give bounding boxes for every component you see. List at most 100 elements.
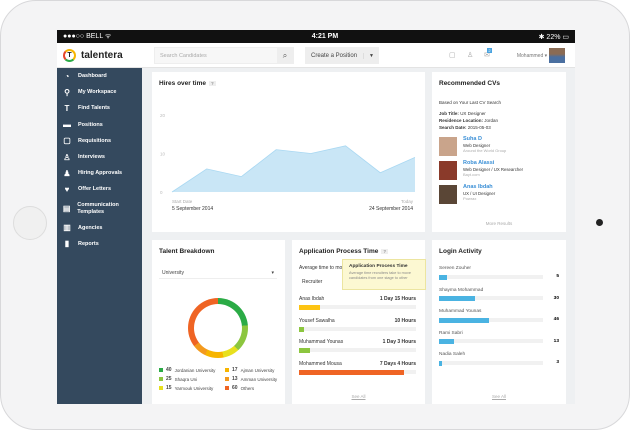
activity-bar [439, 317, 489, 323]
help-icon[interactable]: ? [208, 80, 216, 86]
sidebar-item-positions[interactable]: ▬ Positions [57, 117, 142, 133]
sidebar: ◔ Dashboard ⚲ My Workspace T Find Talents ▬ Pos… [57, 68, 142, 404]
create-position-button[interactable]: Create a Position ▼ [305, 47, 379, 64]
sidebar-item-label: Positions [78, 121, 103, 128]
recruiter-name: Mohammed Mousa [299, 360, 342, 367]
user-icon[interactable]: ♙ [467, 52, 474, 59]
activity-track [439, 274, 543, 280]
search-icon[interactable]: ⌕ [277, 48, 293, 63]
legend-label: Yarmouk University [174, 385, 214, 391]
agencies-icon: ▥ [63, 223, 71, 233]
camera-icon [596, 219, 603, 226]
intro: Based on Your Last CV Search [439, 100, 502, 105]
tooltip-title: Application Process Time [349, 264, 408, 269]
sidebar-item-dashboard[interactable]: ◔ Dashboard [57, 68, 142, 84]
cv-list-item[interactable]: Roba Alassi Web Designer / UX Researcher B… [439, 160, 564, 185]
breakdown-select[interactable]: University ▾ [159, 267, 277, 279]
recruiter-row: Mohammed Mousa 7 Days 4 Hours [299, 361, 416, 383]
end-date: 24 September 2014 [369, 206, 413, 212]
progress-track [299, 305, 416, 310]
login-row: Nadia Saleh 3 [439, 352, 559, 374]
sidebar-item-find-talents[interactable]: T Find Talents [57, 100, 142, 116]
legend-swatch [225, 386, 229, 390]
see-all-link[interactable]: See All [491, 394, 506, 399]
candidate-name[interactable]: Roba Alassi [463, 160, 495, 166]
recruiter-row: Muhammad Younas 1 Day 3 Hours [299, 339, 416, 361]
candidate-name[interactable]: Suha D [463, 136, 482, 142]
search-input[interactable]: Search Candidates ⌕ [154, 47, 294, 64]
screen: ●●●○○ BELL ᯤ 4:21 PM ✱ 22% ▭ T talentera… [57, 30, 575, 404]
status-bar: ●●●○○ BELL ᯤ 4:21 PM ✱ 22% ▭ [57, 30, 575, 43]
legend-count: 13 [232, 376, 238, 382]
activity-track [439, 339, 543, 345]
sidebar-item-requisitions[interactable]: ▢ Requisitions [57, 133, 142, 149]
process-time: 7 Days 4 Hours [379, 360, 416, 367]
sidebar-item-label: Offer Letters [78, 186, 112, 193]
recruiter-name: Muhammad Younas [299, 339, 344, 345]
bookmark-icon[interactable]: ▢ [449, 52, 456, 59]
legend-label: Amman University [240, 376, 278, 382]
sidebar-item-label: Communication Templates [77, 201, 119, 215]
candidate-role: Web Designer / UX Researcher [463, 166, 524, 172]
legend-label: Ajman University [240, 367, 275, 373]
talent-breakdown-card: Talent Breakdown University ▾ 40 Jordanian… [152, 240, 285, 404]
candidate-photo [439, 137, 457, 156]
cv-list-item[interactable]: Anas Ibdah UX / UI Designer Powrax [439, 184, 564, 209]
interviews-icon: ♙ [63, 152, 71, 162]
hiring-approvals-icon: ♟ [63, 168, 71, 178]
start-date-label: Start Date [172, 199, 193, 204]
legend-label: Others [240, 385, 255, 391]
chevron-down-icon: ▾ [271, 269, 274, 276]
candidate-photo [439, 161, 457, 180]
value: Jordan [484, 118, 499, 123]
tooltip-text: Average time recruiters take to move can… [349, 271, 411, 280]
cv-list-item[interactable]: Suha D Web Designer Around the World Group [439, 136, 564, 161]
sidebar-item-my-workspace[interactable]: ⚲ My Workspace [57, 84, 142, 100]
hires-line [171, 145, 416, 193]
hires-chart: 20 10 0 [160, 113, 416, 195]
chevron-down-icon[interactable]: ▼ [363, 52, 379, 59]
candidate-company: Bayt.com [463, 172, 480, 177]
sidebar-item-agencies[interactable]: ▥ Agencies [57, 220, 142, 236]
notification-badge: 2 [487, 48, 492, 53]
carrier: ●●●○○ BELL ᯤ [63, 33, 112, 40]
candidate-role: UX / UI Designer [463, 190, 496, 196]
activity-track [439, 360, 543, 366]
legend-count: 25 [166, 376, 172, 382]
legend-swatch [225, 377, 229, 381]
help-icon[interactable]: ? [381, 248, 389, 254]
activity-bar [439, 360, 443, 366]
avatar[interactable] [549, 48, 565, 63]
sidebar-item-label: Interviews [78, 154, 105, 161]
see-all-link[interactable]: See All [351, 394, 366, 399]
sidebar-item-interviews[interactable]: ♙ Interviews [57, 149, 142, 165]
sidebar-item-offer-letters[interactable]: ♥ Offer Letters [57, 181, 142, 197]
candidate-photo [439, 185, 457, 204]
mail-icon[interactable]: ✉ [484, 52, 490, 59]
sidebar-item-hiring-approvals[interactable]: ♟ Hiring Approvals [57, 165, 142, 181]
clock: 4:21 PM [311, 33, 339, 40]
my-workspace-icon: ⚲ [64, 87, 70, 97]
sidebar-item-label: Dashboard [78, 73, 107, 80]
activity-bar [439, 339, 454, 345]
more-results-link[interactable]: More Results [485, 221, 513, 226]
progress-track [299, 348, 416, 353]
card-title: Login Activity [439, 248, 482, 255]
home-button[interactable] [13, 206, 47, 240]
sidebar-item-reports[interactable]: ▮ Reports [57, 236, 142, 252]
login-count: 13 [553, 338, 559, 344]
select-value: University [162, 269, 184, 276]
candidate-company: Powrax [463, 196, 477, 201]
recruiter-select[interactable]: Recruiter [302, 279, 323, 285]
recruiter-name: Anas Ibdah [299, 296, 325, 302]
legend-swatch [159, 377, 163, 381]
user-menu[interactable]: Mohammed ▾ [516, 52, 548, 59]
legend-item: 40 Jordanian University [159, 367, 215, 373]
logo[interactable]: T talentera [57, 48, 142, 62]
sidebar-item-communication-templates[interactable]: ▤ Communication Templates [57, 198, 142, 220]
average-label: Average time to move [299, 265, 348, 271]
candidate-name[interactable]: Anas Ibdah [463, 184, 493, 190]
hires-area [172, 145, 415, 192]
y-tick-label: 10 [160, 152, 166, 157]
login-count: 3 [556, 360, 559, 366]
